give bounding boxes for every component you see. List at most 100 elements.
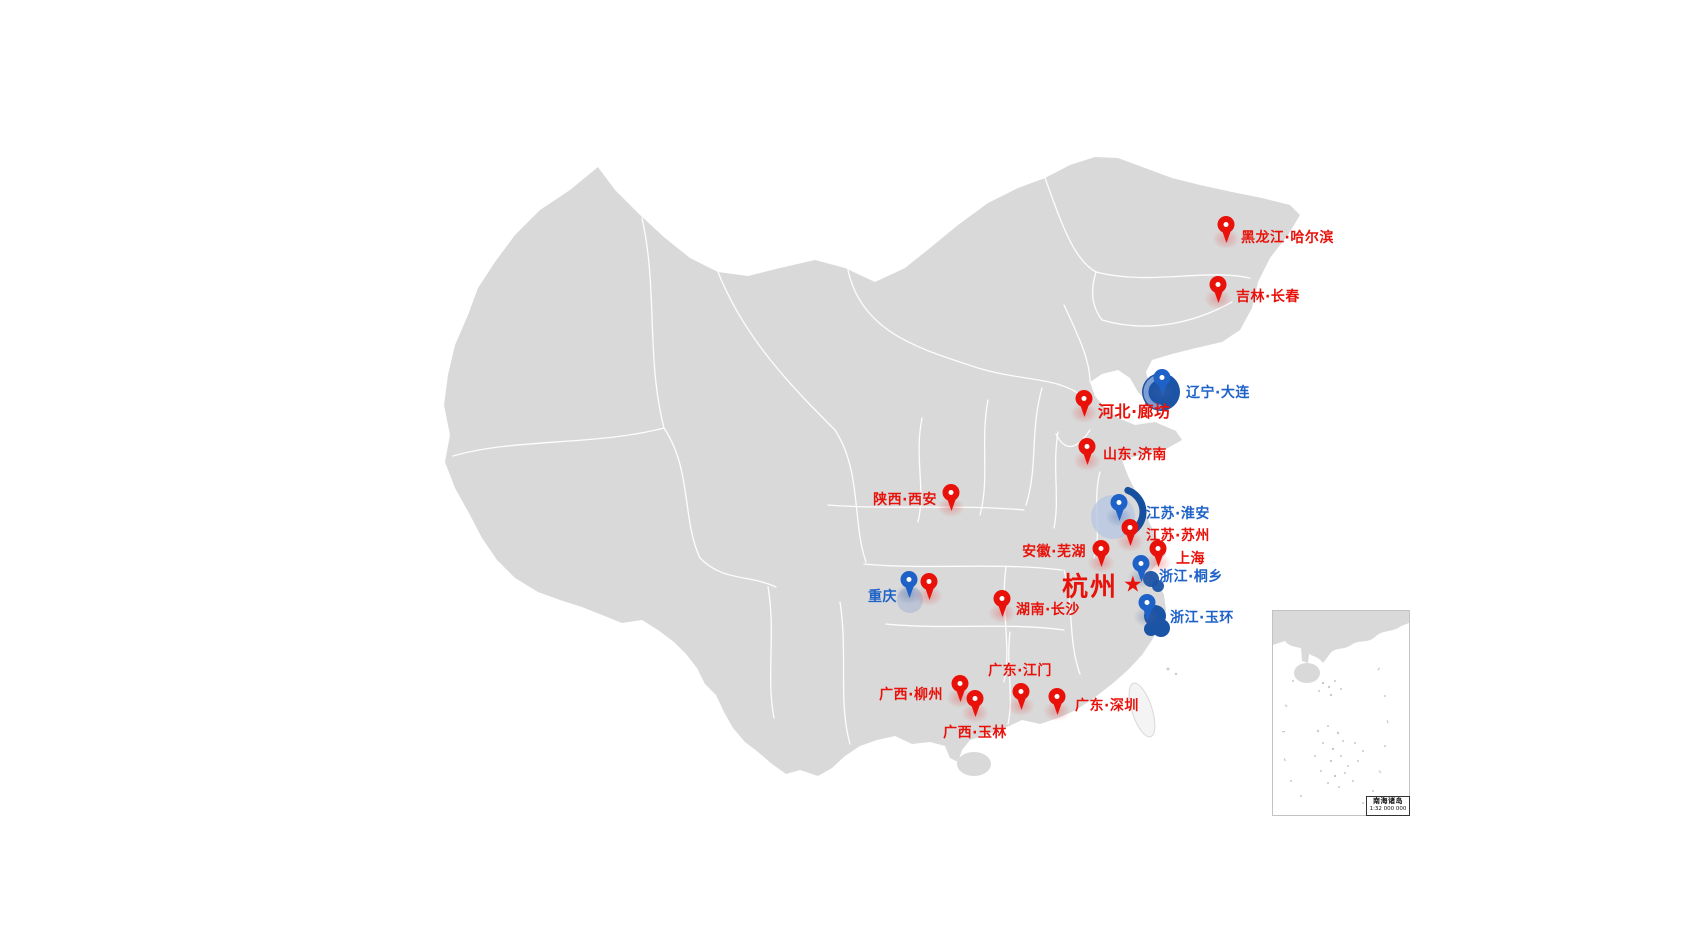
inset-label-box: 南海诸岛 1:32 000 000 <box>1366 796 1410 816</box>
inset-hainan <box>1294 663 1320 683</box>
pin-head <box>1048 688 1066 705</box>
pin-head <box>1078 438 1096 455</box>
highlight-region <box>1152 580 1164 592</box>
pin-tail <box>904 584 914 598</box>
map-pin-shandong-jinan[interactable] <box>1073 438 1101 471</box>
pin-head <box>993 590 1011 607</box>
pin-head <box>1110 494 1128 511</box>
pin-tail <box>1096 553 1106 567</box>
marker-label-guangxi-yulin: 广西·玉林 <box>943 725 1007 741</box>
map-pin-jilin-changchun[interactable] <box>1204 276 1232 309</box>
pin-tail <box>1142 607 1152 621</box>
map-pin-shanghai[interactable] <box>1144 540 1172 573</box>
marker-label-jiangsu-suzhou: 江苏·苏州 <box>1146 528 1210 544</box>
highlight-region <box>897 587 923 613</box>
marker-label-hebei-langfang: 河北·廊坊 <box>1098 402 1171 421</box>
hq-label-hangzhou: 杭州 <box>1062 572 1119 603</box>
map-pin-zhejiang-tongxiang[interactable] <box>1127 555 1155 588</box>
province-borders <box>452 177 1251 745</box>
map-pin-chongqing[interactable] <box>895 571 923 604</box>
pin-head <box>1121 519 1139 536</box>
pin-tail <box>924 586 934 600</box>
pin-hole <box>1127 525 1133 530</box>
pin-tail <box>1213 289 1223 303</box>
pin-tail <box>1016 696 1026 710</box>
pin-tail <box>955 688 965 702</box>
hq-hangzhou[interactable]: 杭州 ★ <box>1062 567 1143 604</box>
inset-scale: 1:32 000 000 <box>1369 806 1407 812</box>
inset-title: 南海诸岛 <box>1373 797 1403 805</box>
marker-label-liaoning-dalian: 辽宁·大连 <box>1186 385 1250 401</box>
pin-tail <box>997 603 1007 617</box>
highlight-arc <box>1124 486 1147 534</box>
marker-label-guangdong-shenzhen: 广东·深圳 <box>1075 698 1139 714</box>
pin-tail <box>1114 507 1124 521</box>
pin-hole <box>1138 561 1144 566</box>
highlight-region <box>1144 622 1158 636</box>
south-china-sea-inset: 南海诸岛 1:32 000 000 <box>1272 610 1410 816</box>
pin-head <box>942 484 960 501</box>
pin-hole <box>906 577 912 582</box>
pin-tail <box>1153 553 1163 567</box>
map-pin-guangxi-yulin[interactable] <box>961 690 989 723</box>
map-pin-anhui-wuhu[interactable] <box>1087 540 1115 573</box>
map-pin-liaoning-dalian[interactable] <box>1148 369 1176 402</box>
taiwan-island <box>1128 682 1156 738</box>
map-pin-heilongjiang-haerbin[interactable] <box>1212 216 1240 249</box>
pin-hole <box>972 696 978 701</box>
marker-label-zhejiang-yuhuan: 浙江·玉环 <box>1170 610 1234 626</box>
pin-hole <box>1223 222 1229 227</box>
mainland-shape <box>444 157 1300 776</box>
pin-hole <box>1098 546 1104 551</box>
pin-tail <box>1136 568 1146 582</box>
map-pin-hebei-langfang[interactable] <box>1070 390 1098 423</box>
map-pin-jiangsu-suzhou[interactable] <box>1116 519 1144 552</box>
marker-label-jilin-changchun: 吉林·长春 <box>1236 289 1300 305</box>
marker-label-shanghai: 上海 <box>1176 551 1205 567</box>
map-pin-guangdong-jiangmen[interactable] <box>1007 683 1035 716</box>
pin-hole <box>948 490 954 495</box>
pin-hole <box>999 596 1005 601</box>
map-pin-zhejiang-yuhuan[interactable] <box>1133 594 1161 627</box>
pin-head <box>1153 369 1171 386</box>
map-pin-shaanxi-xian[interactable] <box>937 484 965 517</box>
marker-label-zhejiang-tongxiang: 浙江·桐乡 <box>1159 569 1223 585</box>
map-pin-guangxi-liuzhou[interactable] <box>946 675 974 708</box>
map-pin-guangdong-shenzhen[interactable] <box>1043 688 1071 721</box>
inset-map <box>1273 611 1409 804</box>
pin-tail <box>1157 382 1167 396</box>
pin-head <box>1217 216 1235 233</box>
inset-taiwan <box>1387 611 1401 629</box>
map-pin-jiangsu-huaian[interactable] <box>1105 494 1133 527</box>
pin-head <box>966 690 984 707</box>
pin-hole <box>1081 396 1087 401</box>
marker-label-jiangsu-huaian: 江苏·淮安 <box>1146 506 1210 522</box>
marker-label-guangdong-jiangmen: 广东·江门 <box>988 663 1052 679</box>
pin-head <box>900 571 918 588</box>
pin-hole <box>957 681 963 686</box>
pin-hole <box>1155 546 1161 551</box>
pin-tail <box>1079 403 1089 417</box>
pin-tail <box>1052 701 1062 715</box>
pin-head <box>1138 594 1156 611</box>
pin-tail <box>1125 532 1135 546</box>
pin-head <box>920 573 938 590</box>
pin-hole <box>1116 500 1122 505</box>
pin-head <box>1132 555 1150 572</box>
pin-hole <box>1144 600 1150 605</box>
map-pin-chongqing-red-pin[interactable] <box>915 573 943 606</box>
marker-label-anhui-wuhu: 安徽·芜湖 <box>1022 544 1086 560</box>
hq-star-icon: ★ <box>1123 572 1143 597</box>
pin-hole <box>1215 282 1221 287</box>
marker-label-hunan-changsha: 湖南·长沙 <box>1016 602 1080 618</box>
pin-head <box>951 675 969 692</box>
pin-tail <box>970 703 980 717</box>
pin-hole <box>1084 444 1090 449</box>
pin-tail <box>946 497 956 511</box>
pin-head <box>1092 540 1110 557</box>
pin-hole <box>1018 689 1024 694</box>
hainan-island <box>957 752 991 776</box>
map-pin-hunan-changsha[interactable] <box>988 590 1016 623</box>
